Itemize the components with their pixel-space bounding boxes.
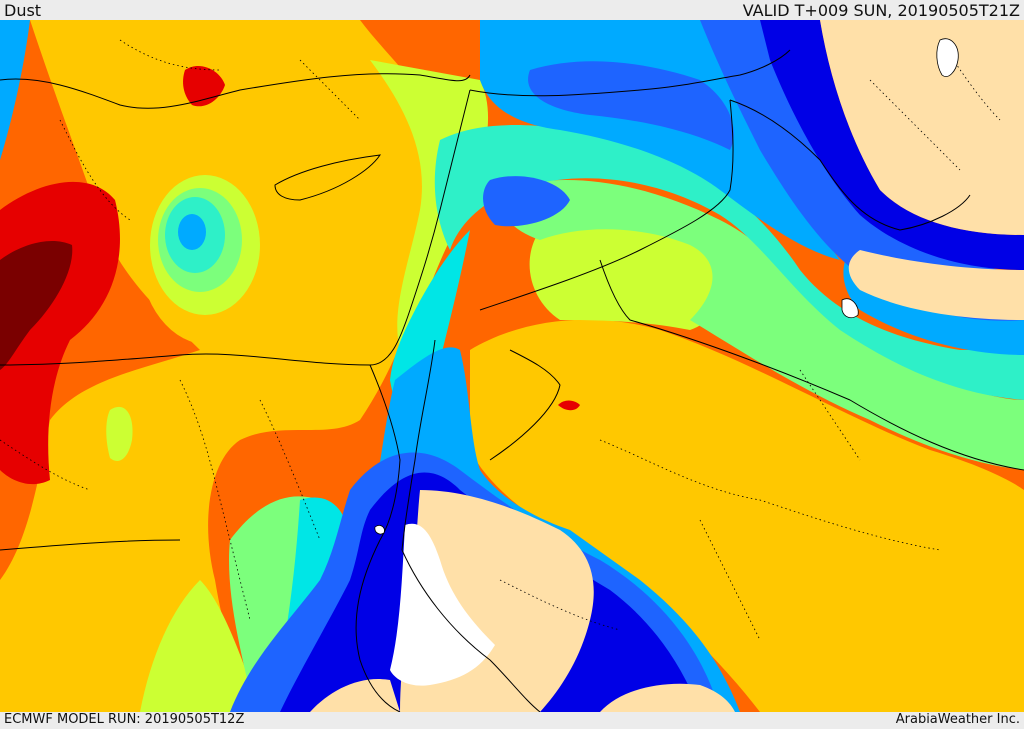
dust-level-blue-north	[528, 61, 734, 150]
province-line-7	[869, 79, 961, 171]
dust-level-yellowgreen-west	[106, 406, 133, 461]
lake-van	[936, 38, 959, 77]
dust-level-darkred-core	[0, 240, 73, 370]
footer-bar: ECMWF MODEL RUN: 20190505T12Z ArabiaWeat…	[0, 712, 1024, 729]
coastline-egypt-north	[0, 353, 371, 366]
dust-level-yellowgreen-levant	[529, 219, 725, 330]
dust-level-yellow-east	[470, 319, 1024, 712]
province-line-5	[699, 519, 761, 641]
coastline-anatolia	[0, 73, 471, 109]
border-iraq-saudi	[599, 259, 1024, 471]
header-bar: Dust VALID T+009 SUN, 20190505T21Z	[0, 0, 1024, 20]
dust-level-blue-east	[700, 20, 1024, 321]
border-turkey-syria	[469, 49, 791, 97]
lake-nasser-dot	[374, 525, 385, 535]
land-no-data-southwest	[310, 679, 400, 712]
valid-time-label: VALID T+009 SUN, 20190505T21Z	[742, 1, 1020, 20]
country-borders	[0, 49, 1024, 551]
dust-level-blue-levant	[483, 176, 570, 227]
province-line-3	[259, 399, 321, 541]
dust-level-yellowgreen-north	[370, 60, 489, 350]
coastline-redsea-east	[401, 549, 541, 712]
dust-level-skyblue-northwest	[0, 20, 30, 160]
model-run-label: ECMWF MODEL RUN: 20190505T12Z	[4, 712, 245, 727]
dust-level-red-north	[183, 65, 225, 107]
province-line-4	[599, 439, 941, 551]
province-line-11	[499, 579, 621, 631]
coastline-persian-gulf	[729, 99, 971, 231]
land-no-data-southeast	[600, 683, 735, 712]
coastline-cyprus	[274, 154, 382, 201]
sea-no-data-redsea	[390, 523, 495, 686]
border-egypt-sudan	[0, 539, 181, 551]
land-no-data-east-lower	[848, 250, 1024, 320]
province-line-6	[799, 369, 861, 461]
coastlines	[0, 73, 971, 712]
province-borders	[0, 39, 1001, 641]
border-syria-iraq	[479, 99, 734, 311]
dust-field-svg	[0, 20, 1024, 712]
land-no-data-east	[820, 20, 1024, 235]
credit-label: ArabiaWeather Inc.	[895, 712, 1020, 727]
dust-level-aqua-band	[434, 125, 1024, 400]
map-title: Dust	[4, 1, 42, 20]
coastline-redsea-west	[355, 539, 401, 712]
border-jordan-saudi	[489, 349, 561, 461]
dust-map[interactable]	[0, 20, 1024, 712]
dust-level-darkblue-east	[760, 20, 1024, 270]
dust-level-red-desert	[558, 400, 580, 411]
province-line-2	[179, 379, 251, 621]
lake-east	[841, 298, 859, 319]
dust-ring-skyblue	[178, 214, 206, 250]
coastline-gulf-aqaba	[401, 339, 436, 551]
dust-level-green-band	[499, 180, 1024, 470]
dust-level-yellow-west	[0, 20, 441, 712]
coastline-sinai-west	[369, 364, 401, 541]
province-line-1	[59, 119, 131, 221]
dust-level-yellowgreen-southwest	[140, 580, 260, 712]
province-line-8	[939, 39, 1001, 121]
coastline-levant	[369, 89, 471, 366]
